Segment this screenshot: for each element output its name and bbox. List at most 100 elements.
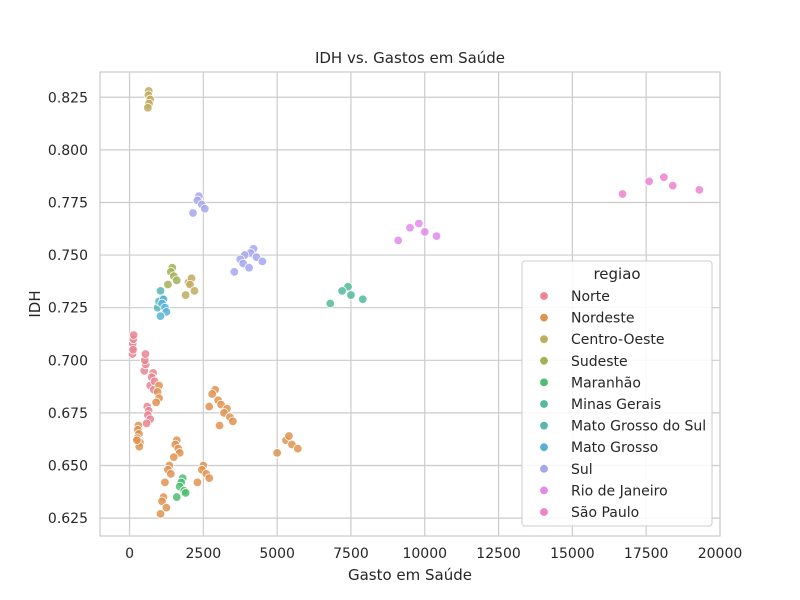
data-point	[414, 218, 424, 229]
data-point	[405, 223, 415, 233]
legend-item: Nordeste	[539, 311, 634, 327]
legend-marker	[539, 399, 549, 409]
data-point	[358, 294, 368, 304]
x-tick-label: 7500	[333, 546, 369, 562]
data-point	[204, 473, 214, 483]
data-point	[185, 279, 195, 290]
legend-item: Minas Gerais	[539, 397, 661, 413]
data-point	[244, 263, 254, 273]
data-point	[132, 435, 142, 445]
data-point	[157, 496, 167, 506]
data-point	[293, 443, 303, 454]
data-point	[151, 397, 161, 408]
data-point	[694, 185, 705, 195]
data-point	[272, 448, 282, 458]
legend-title: regiao	[593, 265, 640, 283]
x-tick-label: 20000	[698, 546, 743, 562]
data-point	[172, 275, 182, 286]
legend-item: Maranhão	[539, 375, 641, 391]
legend-items: Norte Nordeste Centro-Oeste Sudeste Maranhão…	[539, 289, 706, 521]
y-tick-label: 0.725	[48, 301, 88, 317]
series-group	[155, 294, 172, 321]
y-tick-label: 0.800	[48, 143, 88, 159]
series-group	[172, 473, 191, 502]
data-point	[163, 279, 173, 290]
legend-marker	[539, 291, 549, 301]
legend-marker	[539, 485, 549, 496]
x-tick-label: 10000	[402, 546, 447, 562]
data-point	[155, 286, 166, 296]
y-tick-label: 0.775	[48, 195, 88, 211]
y-tick-label: 0.825	[48, 90, 88, 106]
legend-marker	[539, 420, 549, 431]
data-point	[160, 477, 170, 488]
legend-marker	[539, 377, 549, 388]
legend-marker	[539, 442, 549, 452]
x-tick-label: 5000	[259, 546, 295, 562]
data-point	[189, 286, 200, 296]
x-axis-title: Gasto em Saúde	[348, 566, 472, 584]
series-group	[127, 330, 160, 429]
data-point	[284, 431, 294, 441]
series-group	[325, 281, 368, 309]
series-group	[188, 191, 268, 277]
data-point	[617, 189, 628, 199]
y-axis-title: IDH	[26, 290, 44, 317]
legend-marker	[539, 334, 549, 344]
legend-item: Sul	[539, 462, 593, 478]
data-point	[200, 204, 210, 214]
data-points	[127, 86, 705, 519]
legend-label: Centro-Oeste	[571, 332, 665, 348]
data-point	[228, 416, 238, 427]
legend-marker	[539, 464, 549, 474]
legend-label: Mato Grosso	[571, 440, 658, 456]
data-point	[644, 176, 654, 187]
data-point	[155, 509, 166, 519]
x-tick-label: 15000	[550, 546, 595, 562]
data-point	[229, 267, 240, 277]
series-group	[617, 172, 705, 199]
data-point	[188, 208, 198, 218]
chart-title: IDH vs. Gastos em Saúde	[315, 49, 505, 67]
legend-label: Sul	[571, 462, 593, 478]
legend-item: Sudeste	[539, 354, 628, 370]
series-group	[163, 263, 182, 290]
legend-item: São Paulo	[539, 505, 639, 521]
legend-item: Mato Grosso	[539, 440, 658, 456]
y-tick-labels: 0.625 0.650 0.675 0.700 0.725 0.750 0.775 0.800…	[48, 90, 88, 527]
x-tick-label: 2500	[186, 546, 222, 562]
legend-label: Norte	[571, 289, 610, 305]
data-point	[143, 103, 153, 113]
legend-marker	[539, 507, 549, 517]
data-point	[166, 469, 176, 479]
legend-item: Centro-Oeste	[539, 332, 665, 348]
data-point	[337, 286, 347, 296]
x-tick-label: 12500	[476, 546, 521, 562]
data-point	[169, 452, 179, 462]
data-point	[325, 298, 335, 309]
x-tick-label: 17500	[624, 546, 669, 562]
data-point	[214, 420, 225, 431]
legend-label: Mato Grosso do Sul	[571, 419, 706, 435]
data-point	[172, 492, 182, 502]
y-tick-label: 0.650	[48, 459, 88, 475]
legend: regiao Norte Nordeste Centro-Oeste Sudeste M…	[521, 260, 713, 527]
y-tick-label: 0.700	[48, 353, 88, 369]
data-point	[431, 231, 442, 241]
data-point	[128, 330, 139, 340]
plot-frame	[99, 71, 721, 537]
legend-marker	[539, 312, 549, 323]
legend-label: Maranhão	[571, 375, 641, 391]
y-tick-label: 0.675	[48, 406, 88, 422]
x-tick-labels: 0 2500 5000 7500 10000 12500 15000 17500 20000	[125, 546, 742, 562]
legend-item: Rio de Janeiro	[539, 483, 668, 499]
y-tick-label: 0.750	[48, 248, 88, 264]
data-point	[207, 389, 217, 399]
series-group	[132, 380, 303, 519]
legend-label: Nordeste	[571, 311, 634, 327]
data-point	[257, 256, 268, 267]
legend-item: Norte	[539, 289, 610, 305]
data-point	[668, 180, 678, 191]
data-point	[204, 401, 214, 412]
data-point	[393, 235, 403, 246]
